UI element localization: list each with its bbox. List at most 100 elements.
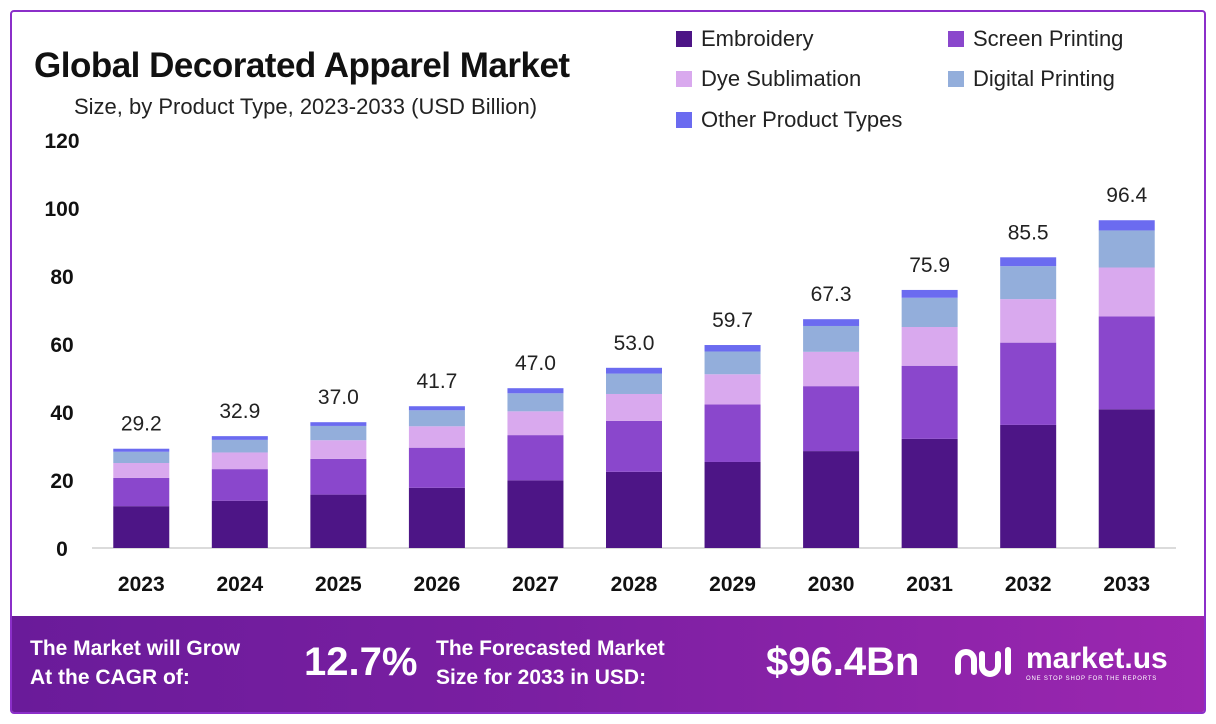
bar-segment-digital-printing xyxy=(803,325,860,352)
bar-segment-embroidery xyxy=(113,506,170,548)
bar-total-label: 67.3 xyxy=(811,283,852,306)
legend-label-embroidery: Embroidery xyxy=(701,26,814,51)
legend-item-screen-printing: Screen Printing xyxy=(948,26,1123,52)
bar-chart: 0 20 40 60 80 100 120 29.2 2023 32.9 2024 37.0 2025 4… xyxy=(44,130,1176,596)
bar-segment-screen-printing xyxy=(606,420,662,472)
bar-segment-screen-printing xyxy=(704,404,761,462)
y-tick-label: 40 xyxy=(50,402,73,425)
bar-segment-dye-sublimation xyxy=(211,452,268,470)
bar-segment-other-product-types xyxy=(310,422,367,426)
bar-segment-screen-printing xyxy=(1098,316,1155,410)
bar-segment-other-product-types xyxy=(606,367,662,374)
forecast-value: $96.4Bn xyxy=(766,640,920,684)
bar-segment-digital-printing xyxy=(704,351,761,375)
bar-segment-other-product-types xyxy=(211,436,268,440)
bar-segment-embroidery xyxy=(507,480,564,548)
bar-segment-dye-sublimation xyxy=(1098,267,1155,317)
legend-item-embroidery: Embroidery xyxy=(676,26,813,52)
bar-segment-screen-printing xyxy=(1000,342,1057,425)
bar-segment-digital-printing xyxy=(606,373,662,394)
bar-segment-other-product-types xyxy=(507,388,564,394)
legend-swatch-screen-printing xyxy=(948,31,964,47)
forecast-label-line1: The Forecasted Market xyxy=(436,637,665,660)
bar-total-label: 37.0 xyxy=(318,386,359,409)
bar-segment-digital-printing xyxy=(408,410,465,427)
x-tick-label: 2023 xyxy=(118,573,165,596)
bar-segment-digital-printing xyxy=(507,393,564,412)
forecast-label: The Forecasted Market Size for 2033 in U… xyxy=(436,634,665,692)
bar-total-label: 53.0 xyxy=(614,332,655,355)
legend-swatch-other-product-types xyxy=(676,112,692,128)
bar-total-label: 59.7 xyxy=(712,309,753,332)
bar-segment-other-product-types xyxy=(901,289,958,298)
forecast-label-line2: Size for 2033 in USD: xyxy=(436,666,647,689)
chart-frame: Global Decorated Apparel Market Size, by… xyxy=(10,10,1206,714)
bar-total-label: 75.9 xyxy=(909,254,950,277)
bar-segment-embroidery xyxy=(211,500,268,548)
x-tick-label: 2028 xyxy=(611,573,658,596)
legend-label-dye-sublimation: Dye Sublimation xyxy=(701,66,862,91)
legend-swatch-dye-sublimation xyxy=(676,71,692,87)
brand-tagline: ONE STOP SHOP FOR THE REPORTS xyxy=(1026,675,1158,682)
bar-total-label: 32.9 xyxy=(219,400,260,423)
page-subtitle: Size, by Product Type, 2023-2033 (USD Bi… xyxy=(74,94,538,119)
x-tick-label: 2026 xyxy=(414,573,461,596)
bar-segment-embroidery xyxy=(704,461,761,548)
bar-segment-embroidery xyxy=(1098,409,1155,548)
bar-segment-screen-printing xyxy=(310,458,367,495)
cagr-value: 12.7% xyxy=(304,640,418,684)
bar-total-label: 29.2 xyxy=(121,413,162,436)
cagr-label-line1: The Market will Grow xyxy=(30,637,241,660)
summary-banner: The Market will Grow At the CAGR of: 12.… xyxy=(12,616,1204,712)
legend-item-dye-sublimation: Dye Sublimation xyxy=(676,66,861,92)
bar-segment-digital-printing xyxy=(113,451,170,463)
bar-segment-screen-printing xyxy=(211,469,268,501)
legend-item-digital-printing: Digital Printing xyxy=(948,66,1115,92)
bar-segment-embroidery xyxy=(408,487,465,548)
bar-segment-screen-printing xyxy=(113,477,170,507)
bar-total-label: 96.4 xyxy=(1106,184,1147,207)
bar-segment-digital-printing xyxy=(310,425,367,441)
cagr-label-line2: At the CAGR of: xyxy=(30,666,190,689)
bar-segment-dye-sublimation xyxy=(408,426,465,448)
bar-segment-screen-printing xyxy=(901,365,958,439)
y-tick-label: 100 xyxy=(44,198,79,221)
bar-segment-embroidery xyxy=(310,494,367,548)
legend-item-other-product-types: Other Product Types xyxy=(676,107,902,133)
x-tick-label: 2027 xyxy=(512,573,559,596)
y-tick-label: 20 xyxy=(50,470,73,493)
bar-segment-dye-sublimation xyxy=(507,411,564,436)
bar-segment-embroidery xyxy=(803,451,860,548)
bar-segment-digital-printing xyxy=(211,439,268,453)
bar-segment-dye-sublimation xyxy=(1000,299,1057,343)
bar-segment-dye-sublimation xyxy=(803,351,860,387)
y-tick-label: 80 xyxy=(50,266,73,289)
y-tick-label: 60 xyxy=(50,334,73,357)
x-tick-label: 2033 xyxy=(1103,573,1150,596)
bar-segment-digital-printing xyxy=(1098,230,1155,268)
market-us-logo-icon xyxy=(955,647,1011,677)
x-tick-label: 2030 xyxy=(808,573,855,596)
bar-total-label: 41.7 xyxy=(416,370,457,393)
bar-segment-other-product-types xyxy=(1098,220,1155,231)
bar-segment-embroidery xyxy=(1000,424,1057,548)
bar-segment-screen-printing xyxy=(803,386,860,452)
bar-segment-screen-printing xyxy=(408,447,465,488)
bar-segment-other-product-types xyxy=(1000,257,1057,267)
bar-segment-dye-sublimation xyxy=(606,393,662,421)
legend-label-digital-printing: Digital Printing xyxy=(973,66,1115,91)
page-title: Global Decorated Apparel Market xyxy=(34,46,570,85)
x-tick-label: 2029 xyxy=(709,573,756,596)
bar-segment-dye-sublimation xyxy=(704,374,761,405)
bar-segment-embroidery xyxy=(901,438,958,548)
bar-segment-other-product-types xyxy=(803,319,860,326)
x-tick-label: 2031 xyxy=(906,573,953,596)
brand-name: market.us xyxy=(1026,641,1168,675)
bar-segment-dye-sublimation xyxy=(901,327,958,366)
bar-segment-other-product-types xyxy=(408,406,465,411)
y-tick-label: 120 xyxy=(44,130,79,153)
bar-segment-embroidery xyxy=(606,471,662,548)
bar-segment-screen-printing xyxy=(507,435,564,481)
y-tick-label: 0 xyxy=(56,538,68,561)
bar-segment-dye-sublimation xyxy=(310,440,367,459)
